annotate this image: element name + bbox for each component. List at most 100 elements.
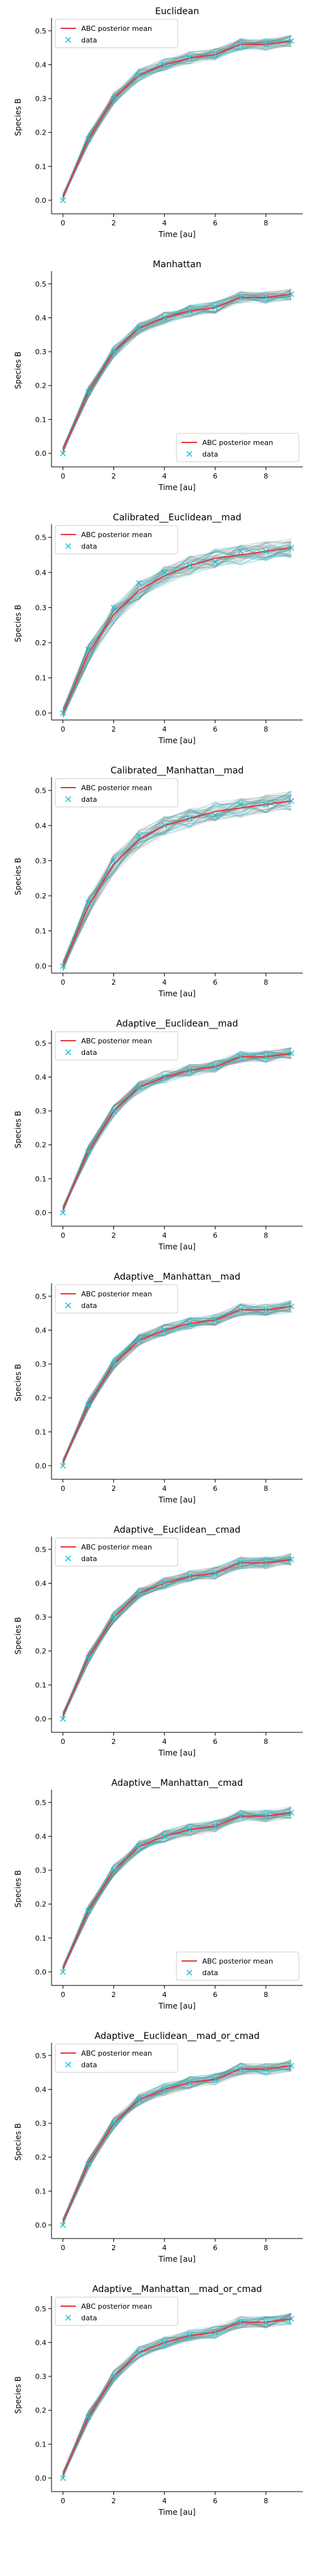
data-point [136,1843,142,1850]
posterior-sample-line [62,294,292,450]
posterior-sample-line [62,39,292,200]
posterior-sample-line [62,799,292,963]
data-point [212,1317,218,1323]
y-tick-label: 0.4 [35,1073,47,1081]
data-point [288,1810,294,1816]
legend-box [176,1951,299,1981]
posterior-sample-line [62,795,292,966]
posterior-sample-line [62,2322,292,2477]
legend-label: ABC posterior mean [202,1957,273,1965]
posterior-sample-line [62,1304,292,1461]
data-point [288,2063,294,2069]
posterior-sample-line [62,1052,292,1210]
posterior-sample-line [62,1303,292,1460]
data-point [136,1337,142,1343]
y-axis-label: Species B [14,1617,23,1654]
y-axis-label: Species B [14,1364,23,1401]
legend-data-swatch [65,1049,71,1056]
x-tick-label: 6 [213,472,218,480]
posterior-sample-line [62,795,292,964]
posterior-mean-line [62,1305,292,1463]
legend-box [55,19,178,48]
posterior-sample-line [62,2316,292,2476]
y-tick-label: 0.4 [35,822,47,830]
y-tick-label: 0.2 [35,892,47,900]
posterior-sample-line [62,1301,292,1463]
posterior-sample-line [62,2060,292,2221]
x-tick-label: 6 [213,1231,218,1240]
legend-label: data [202,1969,218,1977]
posterior-sample-line [62,553,292,709]
x-tick-label: 0 [61,1484,65,1493]
data-point [212,559,218,565]
posterior-sample-line [62,551,292,714]
data-point [263,2319,269,2325]
posterior-sample-line [62,541,292,716]
y-tick-label: 0.5 [35,1799,47,1807]
posterior-sample-line [62,1562,292,1718]
posterior-sample-line [62,1052,292,1208]
posterior-sample-line [62,1807,292,1967]
y-tick-label: 0.3 [35,1107,47,1115]
data-point [111,2373,117,2380]
posterior-sample-line [62,292,292,453]
posterior-sample-line [62,1557,292,1713]
y-tick-label: 0.5 [35,1039,47,1048]
posterior-sample-line [62,540,292,713]
posterior-sample-line [62,1557,292,1717]
data-point [60,2475,66,2481]
posterior-sample-line [62,2060,292,2221]
y-tick-label: 0.2 [35,1394,47,1403]
data-point [187,815,193,822]
y-tick-label: 0.0 [35,1462,47,1470]
posterior-sample-line [62,1560,292,1713]
posterior-mean-line [62,2318,292,2476]
posterior-sample-line [62,799,292,963]
posterior-sample-line [62,2068,292,2222]
posterior-sample-line [62,38,292,200]
posterior-sample-line [62,542,292,709]
x-tick-label: 4 [162,2244,167,2252]
posterior-sample-line [62,1303,292,1464]
legend-label: ABC posterior mean [81,1290,152,1298]
y-tick-label: 0.3 [35,95,47,103]
posterior-sample-line [62,1812,292,1971]
data-point [161,314,167,321]
posterior-sample-line [62,2062,292,2224]
y-tick-label: 0.2 [35,639,47,647]
posterior-sample-line [62,2313,292,2474]
x-tick-label: 0 [61,2497,65,2505]
posterior-sample-line [62,791,292,969]
data-point [212,52,218,58]
data-point [237,1307,243,1313]
posterior-sample-line [62,1810,292,1967]
x-tick-label: 2 [111,978,116,987]
posterior-sample-line [62,799,292,965]
legend: ABC posterior mean data [176,433,299,462]
x-tick-label: 8 [263,2244,268,2252]
y-tick-label: 0.0 [35,450,47,458]
y-tick-label: 0.2 [35,1900,47,1909]
y-tick-label: 0.4 [35,2085,47,2094]
posterior-sample-line [62,1556,292,1719]
posterior-sample-line [62,803,292,969]
posterior-sample-line [62,1048,292,1212]
posterior-sample-line [62,35,292,197]
posterior-sample-line [62,544,292,710]
x-axis-label: Time [au] [158,1495,196,1504]
y-tick-label: 0.5 [35,533,47,542]
posterior-sample-line [62,1302,292,1463]
posterior-sample-line [62,546,292,713]
x-axis-label: Time [au] [158,989,196,998]
posterior-sample-line [62,2316,292,2473]
data-point [187,2079,193,2086]
posterior-sample-line [62,1305,292,1466]
y-tick-label: 0.5 [35,786,47,795]
posterior-sample-line [62,293,292,448]
x-tick-label: 2 [111,2244,116,2252]
data-point [161,1327,167,1333]
data-point [136,325,142,331]
posterior-sample-line [62,2319,292,2478]
data-point [212,2076,218,2083]
posterior-sample-line [62,794,292,967]
